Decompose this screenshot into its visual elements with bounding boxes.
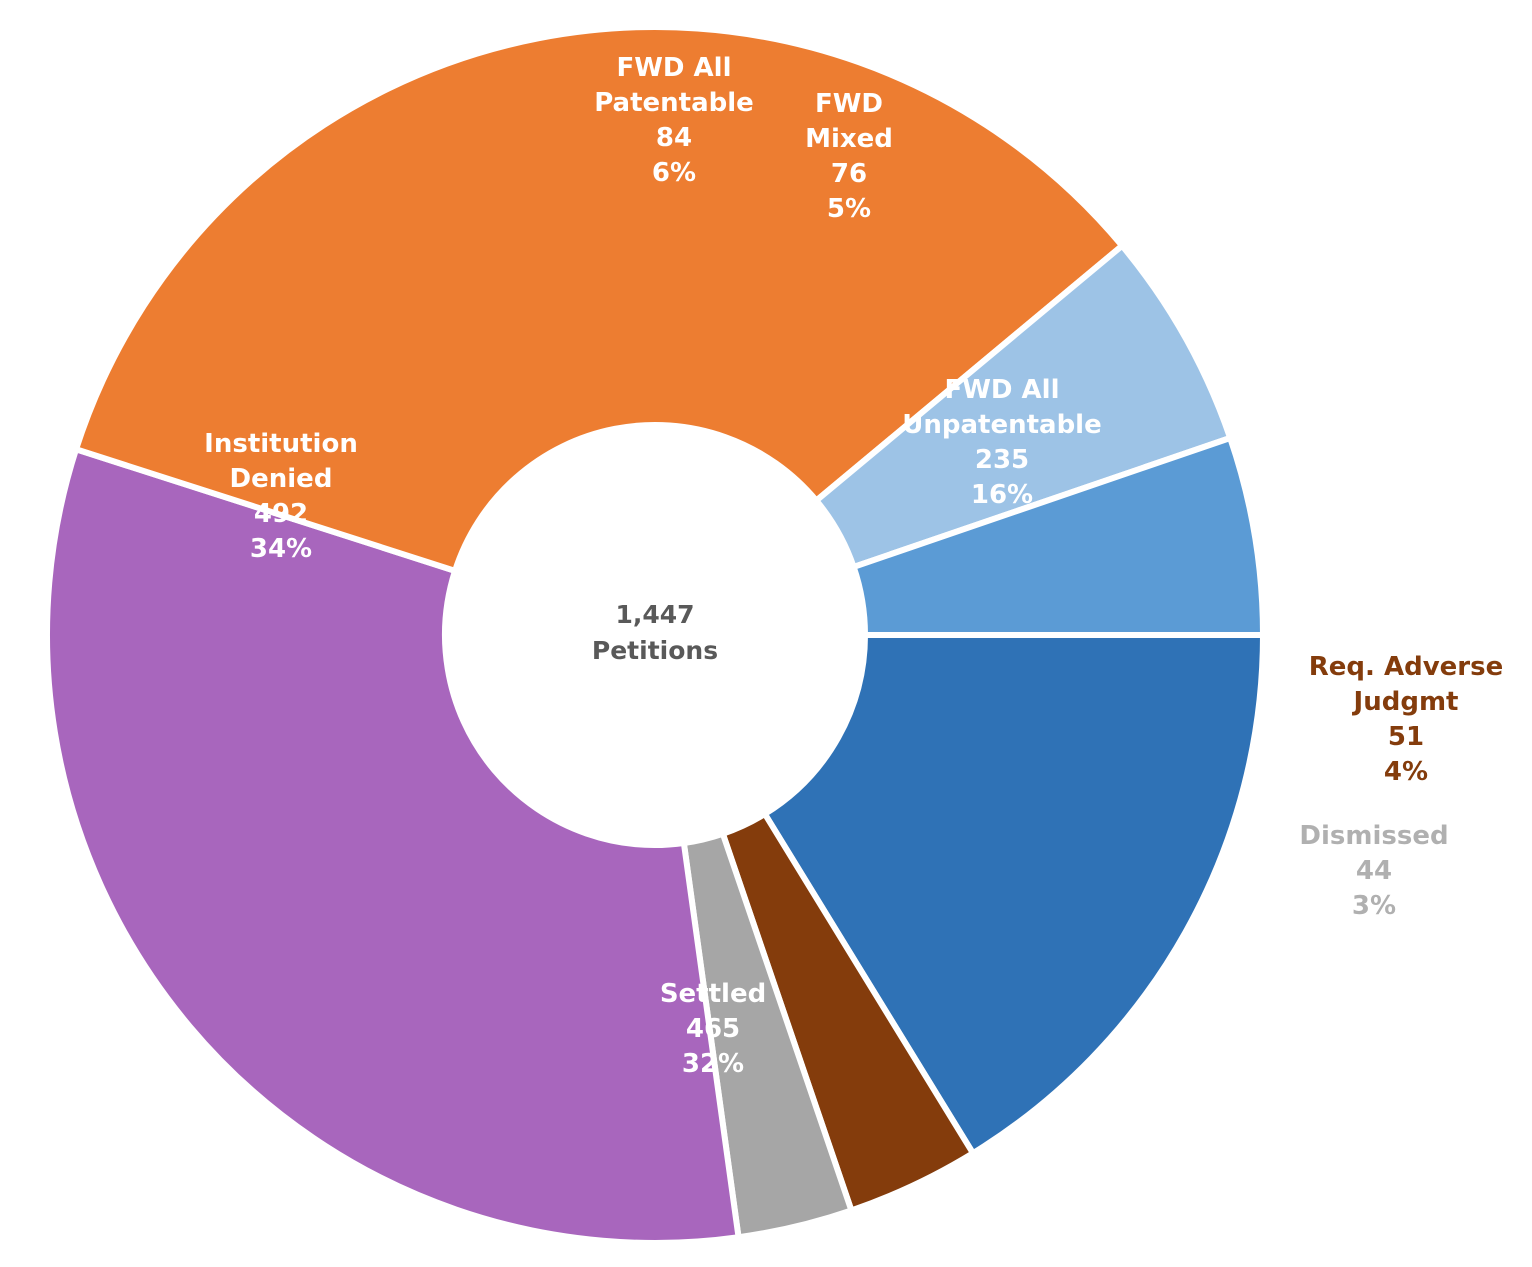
data-label-line: 34% — [250, 534, 312, 564]
data-label-line: Judgmt — [1352, 687, 1459, 717]
data-label-line: 6% — [652, 158, 696, 188]
data-label-line: 492 — [254, 499, 308, 529]
slice-fwd-all-unpatentable — [760, 632, 1267, 1158]
data-label-line: 76 — [831, 159, 867, 189]
data-label-institution-denied: Institution Denied 492 34% — [204, 429, 358, 564]
center-label-total: 1,447 — [615, 600, 694, 629]
data-label-line: 32% — [682, 1049, 744, 1079]
data-label-line: FWD — [815, 89, 883, 119]
data-label-line: Denied — [230, 464, 333, 494]
data-label-line: 5% — [827, 194, 871, 224]
data-label-line: Req. Adverse — [1309, 652, 1503, 682]
data-label-line: Dismissed — [1299, 821, 1448, 851]
data-label-line: 235 — [975, 445, 1029, 475]
data-label-req-adverse-judgmt: Req. Adverse Judgmt 51 4% — [1309, 652, 1503, 787]
data-label-dismissed: Dismissed 44 3% — [1299, 821, 1448, 921]
labels-group: FWD All Unpatentable 235 16% Req. Adverse Jud… — [204, 53, 1503, 1079]
data-label-line: 44 — [1356, 856, 1392, 886]
slice-fwd-mixed — [849, 434, 1267, 638]
data-label-fwd-all-unpatentable: FWD All Unpatentable 235 16% — [902, 375, 1101, 510]
data-label-line: Settled — [660, 979, 766, 1009]
data-label-line: Patentable — [594, 88, 754, 118]
slices-group — [44, 24, 1267, 1246]
data-label-line: Unpatentable — [902, 410, 1101, 440]
center-label: 1,447 Petitions — [592, 600, 718, 665]
data-label-line: Mixed — [805, 124, 893, 154]
data-label-line: 84 — [656, 123, 692, 153]
data-label-line: 4% — [1384, 757, 1428, 787]
data-label-line: 465 — [686, 1014, 740, 1044]
slice-settled — [44, 445, 742, 1246]
data-label-line: FWD All — [616, 53, 731, 83]
data-label-line: Institution — [204, 429, 358, 459]
slice-institution-denied — [72, 24, 1127, 575]
center-label-caption: Petitions — [592, 636, 718, 665]
data-label-line: FWD All — [944, 375, 1059, 405]
data-label-line: 3% — [1352, 891, 1396, 921]
data-label-fwd-all-patentable: FWD All Patentable 84 6% — [594, 53, 754, 188]
data-label-line: 16% — [971, 480, 1033, 510]
data-label-line: 51 — [1388, 722, 1424, 752]
data-label-fwd-mixed: FWD Mixed 76 5% — [805, 89, 893, 224]
data-label-settled: Settled 465 32% — [660, 979, 766, 1079]
